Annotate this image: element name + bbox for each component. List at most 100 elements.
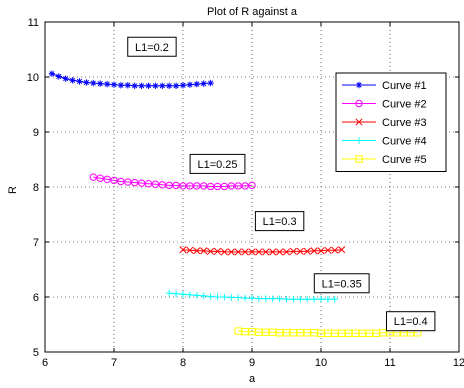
legend-item-5: Curve #5: [342, 154, 427, 166]
series-5: [234, 327, 422, 338]
series-4: [166, 289, 338, 303]
series-2-point: [103, 175, 111, 184]
legend-label: Curve #5: [382, 154, 427, 166]
series-5-point: [275, 329, 284, 337]
series-5-point: [358, 329, 367, 338]
series-2-point: [165, 181, 173, 190]
series-3-point: [282, 248, 291, 256]
series-1-point: [193, 80, 200, 88]
legend-item-4: Curve #4: [342, 136, 427, 148]
series-4-point: [269, 295, 276, 302]
annotation-2: L1=0.25: [189, 153, 246, 174]
legend: Curve #1 Curve #2 Curve #3 Curve #4 Curve #5: [335, 72, 447, 172]
series-1-point: [117, 82, 125, 89]
series-5-point: [310, 329, 318, 337]
y-tick-label: 11: [28, 17, 39, 29]
series-1-point: [152, 82, 159, 89]
legend-label: Curve #4: [382, 136, 427, 148]
legend-marker: [355, 155, 363, 163]
series-5-point: [269, 328, 277, 336]
annotation-1: L1=0.2: [127, 36, 177, 57]
series-2-point: [186, 182, 194, 190]
series-1-point: [145, 82, 152, 89]
series-2-point: [151, 180, 160, 188]
legend-marker: [355, 99, 363, 108]
series-2-point: [117, 177, 125, 186]
series-3-point: [255, 248, 263, 256]
series-1-point: [159, 82, 166, 89]
series-4-point: [255, 295, 263, 302]
x-tick-label: 12: [453, 357, 464, 369]
series-1-point: [131, 82, 138, 89]
legend-marker: [355, 137, 363, 144]
series-4-point: [235, 294, 242, 301]
series-layer: [48, 70, 422, 338]
series-3-point: [276, 248, 284, 256]
series-3-point: [220, 248, 228, 256]
series-3-point: [331, 246, 339, 254]
y-tick-label: 9: [33, 127, 39, 139]
series-3: [179, 246, 346, 256]
series-1-point: [62, 75, 69, 82]
legend-label: Curve #2: [382, 99, 427, 111]
legend-label: Curve #3: [382, 117, 427, 129]
series-3-point: [227, 248, 235, 256]
series-3-point: [186, 246, 194, 254]
annotation-box: [386, 311, 436, 332]
series-2-point: [110, 176, 118, 185]
series-5-point: [365, 329, 374, 338]
series-4-point: [297, 296, 304, 303]
annotation-3: L1=0.3: [254, 211, 305, 232]
series-1-point: [90, 79, 97, 87]
series-3-point: [338, 246, 346, 254]
series-5-point: [344, 329, 353, 338]
series-4-point: [310, 296, 318, 303]
series-3-point: [296, 247, 304, 255]
series-1-point: [166, 82, 173, 89]
annotation-box: [254, 211, 305, 232]
series-4-point: [200, 292, 207, 300]
series-1-point: [103, 80, 111, 88]
series-1-point: [48, 70, 56, 77]
series-3-point: [200, 247, 208, 255]
annotation-text: L1=0.2: [135, 42, 169, 54]
x-tick-label: 7: [111, 357, 117, 369]
y-tick-label: 10: [27, 72, 39, 84]
series-5-point: [255, 328, 263, 336]
series-2-point: [200, 182, 208, 190]
series-3-point: [324, 246, 332, 254]
series-4-point: [179, 291, 187, 298]
annotation-4: L1=0.35: [313, 273, 370, 294]
series-3-point: [269, 248, 277, 256]
legend-marker: [355, 118, 363, 126]
series-2-point: [131, 178, 139, 187]
series-5-line: [238, 330, 418, 334]
y-tick-label: 7: [33, 237, 39, 249]
series-4-point: [214, 293, 221, 301]
series-5-point: [379, 329, 387, 337]
series-1-point: [200, 80, 207, 87]
series-1-point: [186, 81, 194, 88]
series-4-point: [290, 296, 297, 303]
series-3-point: [289, 247, 297, 255]
series-5-point: [351, 329, 360, 338]
series-4-point: [304, 296, 311, 303]
series-3-point: [317, 247, 325, 255]
series-3-point: [248, 248, 256, 256]
series-4-point: [283, 296, 290, 303]
annotation-box: [127, 36, 177, 57]
legend-item-1: Curve #1: [342, 80, 427, 92]
series-1-point: [97, 80, 104, 87]
series-5-point: [331, 329, 339, 338]
series-3-point: [193, 247, 201, 255]
annotation-layer: L1=0.2 L1=0.25 L1=0.3 L1=0.35 L1=0.4: [127, 36, 436, 332]
chart-title: Plot of R against a: [207, 6, 298, 18]
annotation-5: L1=0.4: [386, 311, 436, 332]
series-4-point: [193, 292, 200, 299]
series-4-point: [172, 290, 180, 297]
y-tick-label: 8: [33, 182, 39, 194]
series-5-point: [372, 329, 380, 338]
y-tick-label: 5: [33, 347, 39, 359]
series-5-point: [289, 329, 298, 337]
x-tick-label: 10: [315, 357, 327, 369]
